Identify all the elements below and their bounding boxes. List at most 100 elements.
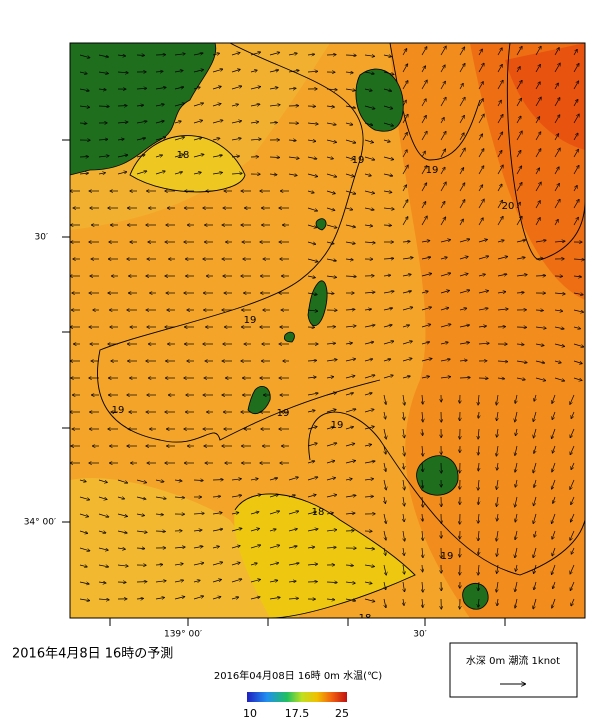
current-arrow <box>345 495 356 497</box>
current-arrow <box>174 172 182 174</box>
current-arrow <box>535 168 539 175</box>
current-arrow <box>364 139 373 143</box>
current-arrow <box>193 138 202 141</box>
current-arrow <box>326 443 337 447</box>
current-arrow <box>383 341 394 345</box>
current-arrow <box>384 547 386 555</box>
current-arrow <box>307 54 314 55</box>
current-arrow <box>554 148 560 158</box>
current-arrow <box>345 259 353 260</box>
current-arrow <box>326 190 335 194</box>
current-arrow <box>117 530 127 533</box>
current-arrow <box>269 174 277 175</box>
current-arrow <box>535 310 543 311</box>
current-arrow <box>421 216 427 226</box>
current-arrow <box>459 133 464 141</box>
current-arrow <box>269 545 279 549</box>
current-arrow <box>478 149 484 158</box>
current-arrow <box>573 64 579 73</box>
current-arrow <box>403 445 405 456</box>
current-arrow <box>534 428 537 438</box>
current-arrow <box>212 562 222 566</box>
current-arrow <box>515 547 518 558</box>
current-arrow <box>402 307 413 311</box>
contour-label: 19 <box>331 420 344 431</box>
current-arrow <box>136 155 145 158</box>
current-arrow <box>478 256 488 260</box>
current-arrow <box>402 325 409 327</box>
current-arrow <box>459 290 470 294</box>
current-arrow <box>497 428 498 437</box>
current-arrow <box>402 150 407 158</box>
current-arrow <box>345 123 353 125</box>
current-arrow <box>421 99 426 107</box>
current-arrow <box>570 445 575 455</box>
current-arrow <box>573 166 579 175</box>
current-arrow <box>403 394 405 405</box>
current-arrow <box>403 479 405 490</box>
current-arrow <box>231 546 240 549</box>
current-arrow <box>155 104 164 106</box>
current-arrow <box>516 98 521 107</box>
current-arrow <box>117 479 127 483</box>
current-arrow <box>212 69 223 73</box>
current-arrow <box>231 579 242 583</box>
current-arrow <box>269 580 278 582</box>
current-arrow <box>535 377 545 381</box>
current-arrow <box>307 461 315 463</box>
current-arrow <box>136 121 147 123</box>
current-arrow <box>573 133 578 141</box>
legend-text: 水深 0m 潮流 1knot <box>466 654 560 667</box>
current-arrow <box>478 291 488 294</box>
current-arrow <box>402 274 411 276</box>
map-frame <box>69 42 586 619</box>
current-arrow <box>554 184 559 192</box>
current-arrow <box>516 116 521 124</box>
current-arrow <box>98 54 108 57</box>
current-arrow <box>155 497 166 499</box>
current-arrow <box>383 105 393 109</box>
current-arrow <box>554 48 559 56</box>
current-arrow <box>497 200 502 209</box>
current-arrow <box>250 545 260 549</box>
current-arrow <box>250 563 257 565</box>
current-arrow <box>554 310 563 311</box>
current-arrow <box>136 496 146 499</box>
current-arrow <box>345 224 355 227</box>
current-arrow <box>421 274 431 277</box>
current-arrow <box>117 72 128 73</box>
colorbar-label: 17.5 <box>285 707 310 720</box>
current-arrow <box>535 132 541 141</box>
current-arrow <box>478 218 483 226</box>
current-arrow <box>326 461 335 464</box>
current-arrow <box>533 598 537 609</box>
current-arrow <box>364 156 374 160</box>
current-arrow <box>570 479 575 489</box>
contour-label: 19 <box>426 165 439 176</box>
current-arrow <box>496 530 498 541</box>
current-arrow <box>345 513 355 514</box>
current-arrow <box>231 173 242 174</box>
current-arrow <box>193 70 203 73</box>
current-arrow <box>440 273 450 277</box>
current-arrow <box>79 565 87 567</box>
current-arrow <box>478 99 483 107</box>
lon-label: 139° 00′ <box>164 630 202 640</box>
current-arrow <box>403 496 404 506</box>
current-arrow <box>155 565 163 566</box>
current-arrow <box>326 513 333 514</box>
current-arrow <box>534 581 537 590</box>
current-arrow <box>516 151 521 158</box>
current-arrow <box>326 530 337 531</box>
contour-label: 19 <box>244 315 257 326</box>
current-arrow <box>402 115 408 124</box>
current-arrow <box>174 121 181 123</box>
current-arrow <box>440 342 448 344</box>
current-arrow <box>497 513 498 521</box>
current-arrow <box>326 427 334 429</box>
current-arrow <box>496 445 498 456</box>
current-arrow <box>155 171 165 175</box>
current-arrow <box>383 530 386 540</box>
current-arrow <box>459 239 470 243</box>
current-arrow <box>515 394 517 403</box>
